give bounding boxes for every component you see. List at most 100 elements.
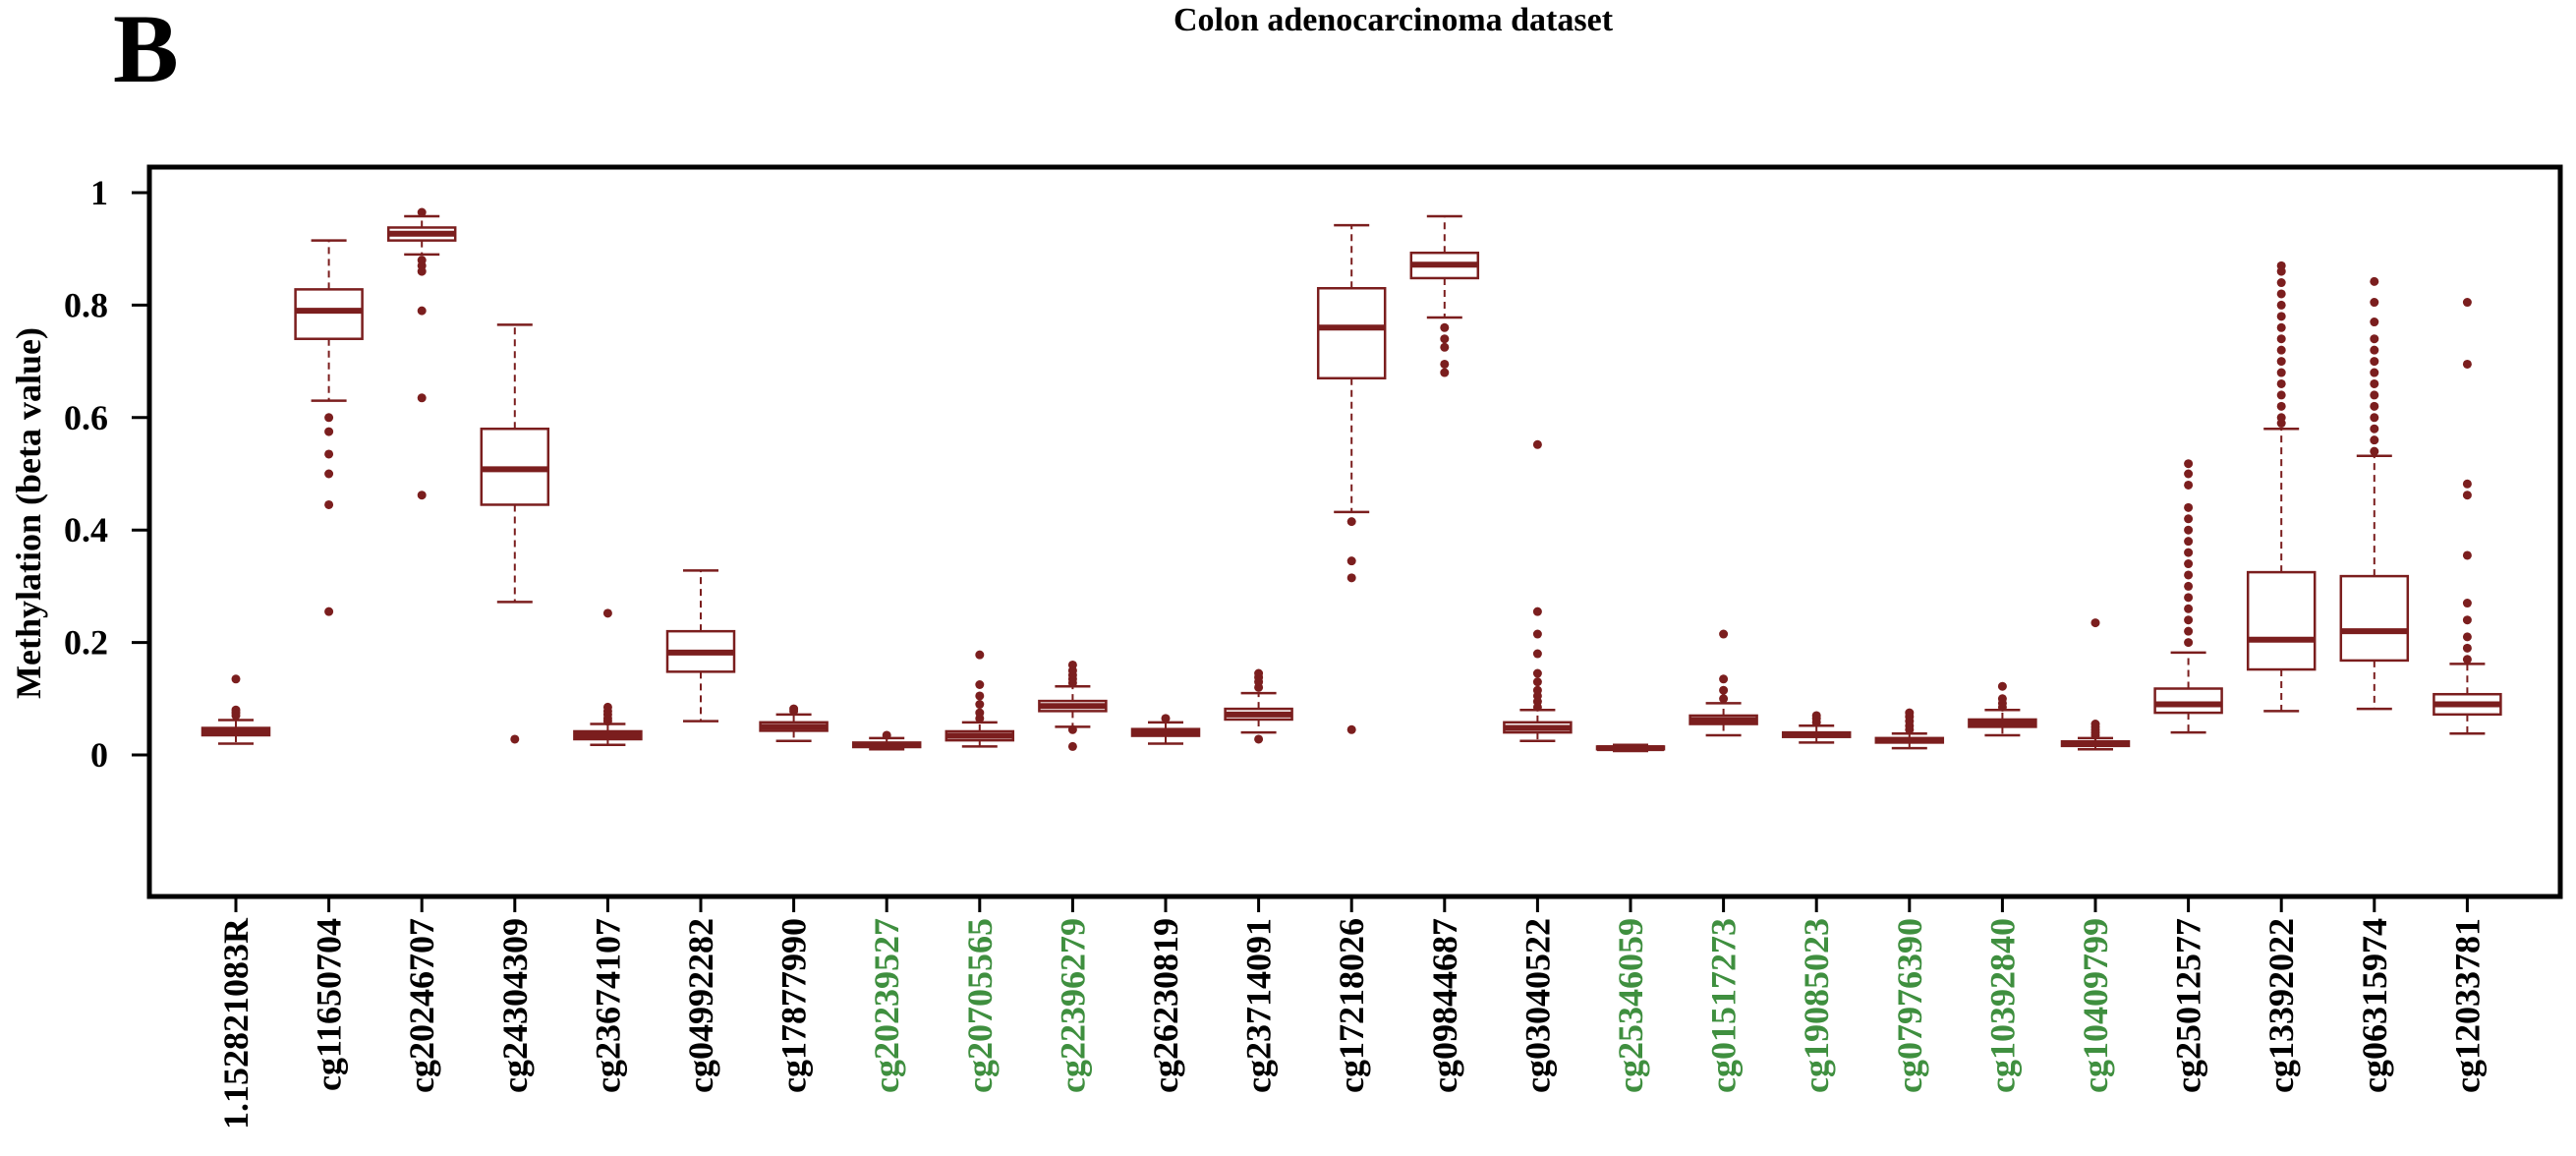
outlier-point (2276, 300, 2286, 310)
outlier-point (1532, 685, 1542, 695)
outlier-point (2276, 278, 2286, 288)
box-cg25346059 (1595, 743, 1666, 753)
outlier-point (1532, 668, 1542, 678)
outlier-point (2370, 318, 2379, 327)
x-tick-label: cg10409799 (2076, 918, 2115, 1093)
outlier-point (2370, 368, 2379, 377)
outlier-point (2184, 469, 2194, 479)
y-tick-label: 0.6 (64, 398, 108, 437)
box-cg10409799 (2060, 618, 2131, 751)
outlier-point (2276, 378, 2286, 388)
outlier-point (882, 730, 891, 740)
outlier-point (417, 306, 427, 316)
box-iqr (2339, 574, 2410, 663)
outlier-point (1346, 724, 1356, 734)
outlier-point (2184, 638, 2194, 648)
outlier-point (324, 607, 334, 616)
outlier-point (2462, 599, 2472, 608)
outlier-point (324, 413, 334, 423)
outlier-point (2370, 276, 2379, 286)
x-tick-label: cg17218026 (1332, 918, 1371, 1093)
box-cg10392840 (1968, 681, 2037, 737)
x-tick-label: cg03040522 (1517, 918, 1557, 1093)
outlier-point (2276, 368, 2286, 377)
panel-letter: B (113, 0, 179, 103)
outlier-point (1346, 573, 1356, 583)
x-tick-label: cg10392840 (1982, 918, 2022, 1093)
outlier-point (1905, 708, 1915, 718)
y-axis: 0 0.2 0.4 0.6 0.8 1 (64, 173, 149, 775)
outlier-point (2370, 446, 2379, 456)
y-tick-label: 0.4 (64, 510, 108, 549)
outlier-point (2184, 581, 2194, 591)
outlier-point (2370, 390, 2379, 400)
y-axis-label: Methylation (beta value) (9, 327, 48, 699)
outlier-point (2184, 459, 2194, 469)
outlier-point (975, 650, 985, 660)
box-cg17218026 (1316, 223, 1387, 734)
outlier-point (2462, 643, 2472, 653)
outlier-point (2462, 550, 2472, 560)
outlier-point (1719, 629, 1729, 639)
outlier-point (2184, 548, 2194, 557)
outlier-point (2370, 435, 2379, 445)
y-tick-label: 0.8 (64, 285, 108, 324)
box-cg01517273 (1689, 629, 1758, 737)
box-cg04992282 (665, 569, 736, 722)
outlier-point (975, 708, 985, 718)
box-cg11650704 (294, 239, 364, 616)
outlier-point (1254, 734, 1264, 744)
x-tick-label: cg12033781 (2447, 918, 2487, 1093)
outlier-point (1067, 660, 1077, 669)
x-tick-label: cg25012577 (2169, 918, 2208, 1093)
outlier-point (1067, 724, 1077, 734)
x-tick-label: cg24304309 (495, 918, 535, 1093)
outlier-point (1067, 741, 1077, 751)
box-cg09844687 (1409, 214, 1480, 377)
outlier-point (2462, 491, 2472, 500)
outlier-point (2184, 502, 2194, 512)
outlier-point (2370, 424, 2379, 434)
plot-frame (146, 164, 2563, 899)
outlier-point (1997, 694, 2007, 704)
outlier-point (2184, 570, 2194, 580)
outlier-point (2276, 289, 2286, 299)
outlier-point (2184, 514, 2194, 524)
outlier-point (1811, 711, 1821, 721)
x-tick-label: cg17877990 (774, 918, 814, 1093)
box-cg20246707 (386, 207, 457, 500)
outlier-point (324, 469, 334, 479)
outlier-point (1997, 681, 2007, 691)
outlier-point (2276, 357, 2286, 367)
outlier-point (2462, 298, 2472, 308)
outlier-point (2370, 413, 2379, 423)
box-cg13392022 (2246, 260, 2317, 713)
outlier-point (2370, 401, 2379, 411)
outlier-point (1346, 517, 1356, 527)
box-cg19085023 (1781, 711, 1852, 744)
box-cg03040522 (1503, 439, 1573, 742)
box-iqr (2153, 687, 2223, 715)
outlier-point (1719, 685, 1729, 695)
outlier-point (2184, 604, 2194, 613)
y-tick-label: 1 (90, 173, 108, 212)
outlier-point (2370, 357, 2379, 367)
outlier-point (1440, 322, 1450, 332)
outlier-point (2370, 345, 2379, 355)
y-tick-label: 0.2 (64, 623, 108, 663)
outlier-point (2184, 480, 2194, 490)
boxes (200, 207, 2502, 753)
outlier-point (231, 674, 241, 684)
box-cg07976390 (1874, 708, 1945, 750)
x-tick-label: cg25346059 (1611, 918, 1650, 1093)
outlier-point (975, 680, 985, 689)
outlier-point (2370, 298, 2379, 308)
box-cg22396279 (1038, 660, 1108, 751)
x-tick-label: cg19085023 (1797, 918, 1836, 1093)
box-cg20705565 (945, 650, 1015, 748)
x-tick-label: cg11650704 (310, 918, 349, 1091)
outlier-point (2184, 537, 2194, 547)
outlier-point (324, 427, 334, 436)
outlier-point (2184, 525, 2194, 535)
x-tick-label: cg20246707 (402, 918, 441, 1093)
